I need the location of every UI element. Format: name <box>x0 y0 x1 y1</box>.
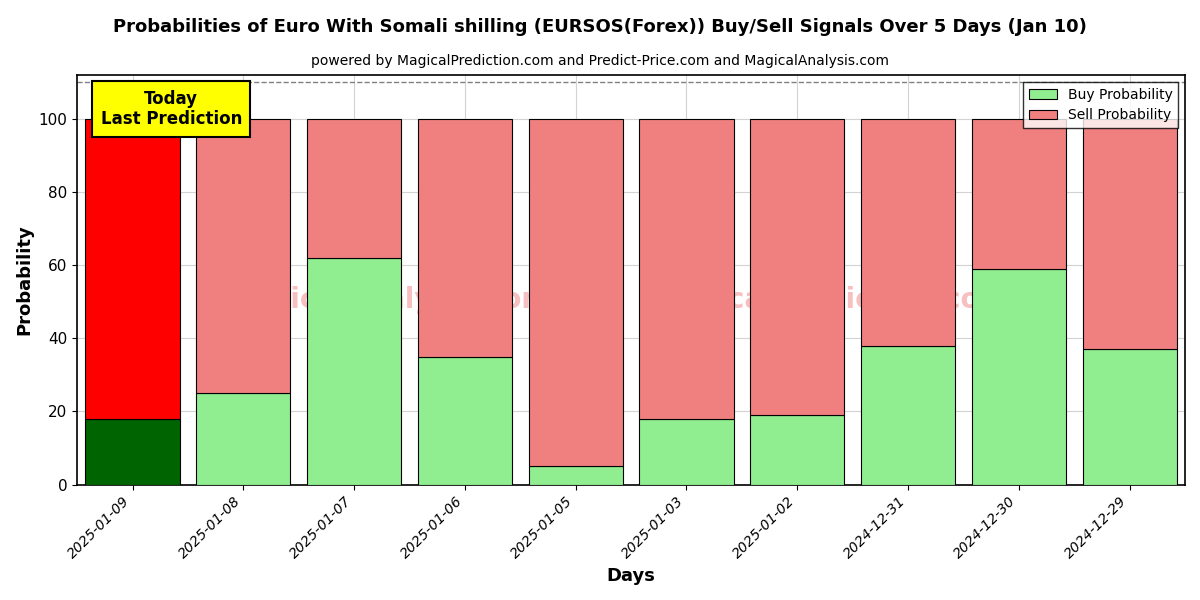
Bar <box>640 419 733 485</box>
Text: powered by MagicalPrediction.com and Predict-Price.com and MagicalAnalysis.com: powered by MagicalPrediction.com and Pre… <box>311 54 889 68</box>
Bar <box>197 119 290 393</box>
Bar <box>418 356 512 485</box>
Bar <box>750 415 845 485</box>
Bar <box>1082 119 1177 349</box>
Text: MagicalAnalysis.com: MagicalAnalysis.com <box>224 286 551 314</box>
Bar <box>197 393 290 485</box>
Bar <box>307 258 401 485</box>
Bar <box>640 119 733 419</box>
Bar <box>529 466 623 485</box>
Text: Today
Last Prediction: Today Last Prediction <box>101 89 242 128</box>
Text: MagicalPrediction.com: MagicalPrediction.com <box>653 286 1009 314</box>
Bar <box>860 346 955 485</box>
Y-axis label: Probability: Probability <box>14 224 32 335</box>
Bar <box>1082 349 1177 485</box>
X-axis label: Days: Days <box>607 567 655 585</box>
Text: Probabilities of Euro With Somali shilling (EURSOS(Forex)) Buy/Sell Signals Over: Probabilities of Euro With Somali shilli… <box>113 18 1087 36</box>
Bar <box>972 119 1066 269</box>
Bar <box>972 269 1066 485</box>
Bar <box>860 119 955 346</box>
Bar <box>418 119 512 356</box>
Bar <box>750 119 845 415</box>
Bar <box>85 419 180 485</box>
Bar <box>529 119 623 466</box>
Bar <box>307 119 401 258</box>
Legend: Buy Probability, Sell Probability: Buy Probability, Sell Probability <box>1024 82 1178 128</box>
Bar <box>85 119 180 419</box>
